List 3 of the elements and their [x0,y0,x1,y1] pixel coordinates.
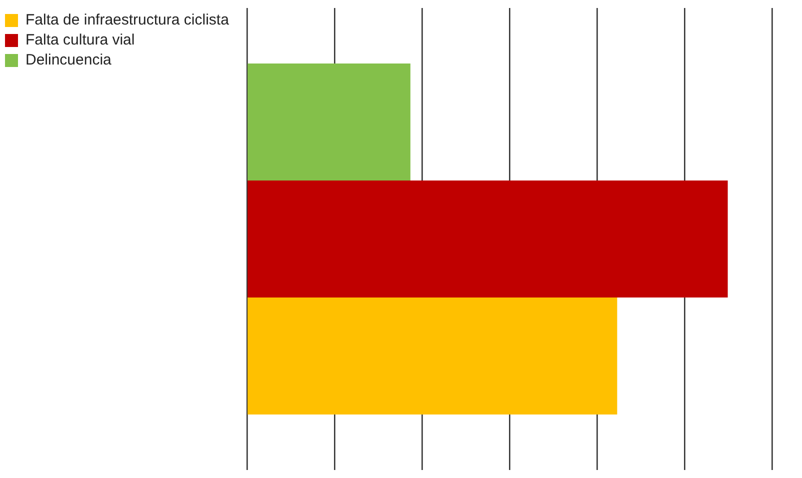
legend-label: Falta cultura vial [26,32,135,49]
legend-label: Delincuencia [26,52,112,69]
legend-label: Falta de infraestructura ciclista [26,12,230,29]
